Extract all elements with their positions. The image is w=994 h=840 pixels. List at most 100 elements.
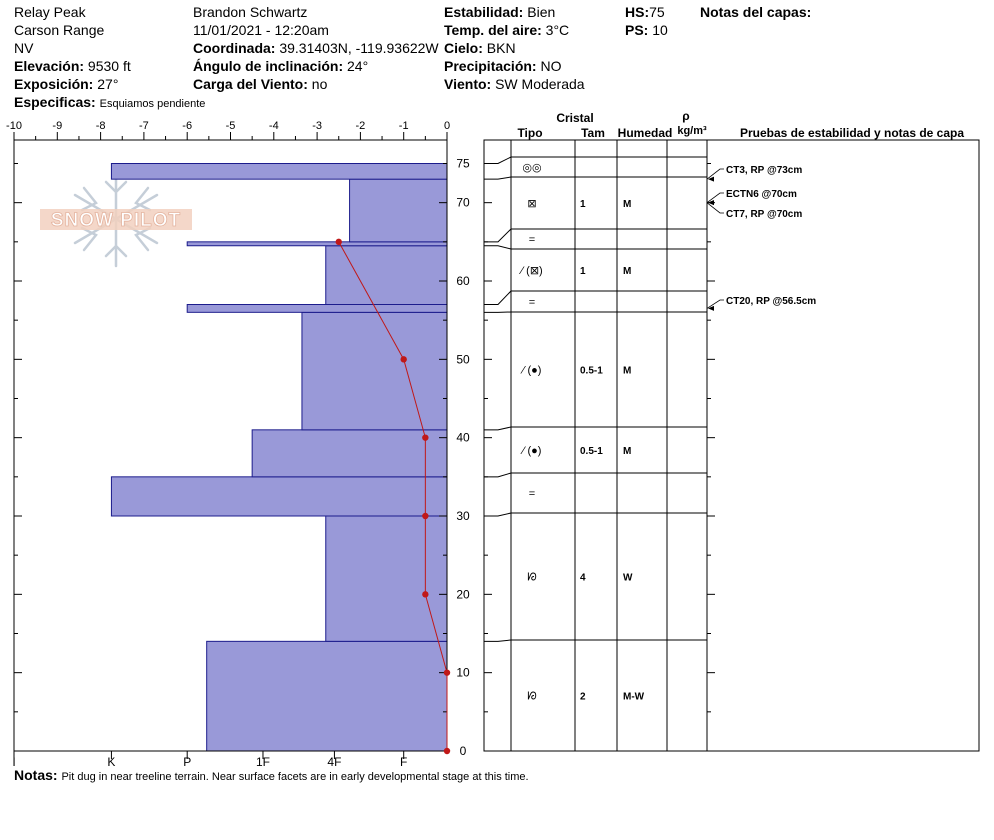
precipitation: Precipitación: NO [444, 58, 561, 74]
depth-tick-label: 30 [456, 509, 470, 523]
ps-value: 10 [652, 22, 668, 38]
temp-tick-label: -10 [6, 120, 22, 132]
depth-tick-label: 10 [456, 666, 470, 680]
layer-connector [484, 290, 512, 305]
depth-tick-label: 40 [456, 431, 470, 445]
temperature-point [443, 669, 451, 676]
layer-connector [484, 228, 512, 243]
coordinates: Coordinada: 39.31403N, -119.93622W [193, 40, 439, 56]
ps: PS: 10 [625, 22, 668, 38]
datetime: 11/01/2021 - 12:20am [193, 22, 329, 38]
hardness-tick-label: 1F [256, 755, 270, 769]
test-arrowhead [708, 176, 714, 182]
layer-type: ⊠ [527, 198, 536, 210]
layer-connector [484, 472, 512, 478]
coord-value: 39.31403N, -119.93622W [279, 40, 439, 56]
wind-load: Carga del Viento: no [193, 76, 327, 92]
hs: HS:75 [625, 4, 665, 20]
range: Carson Range [14, 22, 105, 38]
temp-tick-label: -8 [96, 120, 106, 132]
temp-tick-label: -6 [182, 120, 192, 132]
aspect-label: Exposición: [14, 76, 94, 92]
observer: Brandon Schwartz [193, 4, 308, 20]
sky-label: Cielo: [444, 40, 483, 56]
test-arrowhead [708, 200, 714, 206]
layer-size: 1 [580, 266, 586, 277]
col-size: Tam [581, 126, 605, 140]
sky: Cielo: BKN [444, 40, 516, 56]
state: NV [14, 40, 34, 56]
notes-text: Pit dug in near treeline terrain. Near s… [61, 771, 529, 783]
temperature-point [422, 512, 429, 520]
layer-moisture: M [623, 199, 631, 210]
notes-label: Notas: [14, 767, 58, 783]
temp-tick-label: -2 [356, 120, 366, 132]
hs-label: HS: [625, 4, 650, 20]
layer-notes-label: Notas del capas: [700, 4, 812, 20]
air-temp-label: Temp. del aire: [444, 22, 542, 38]
col-moisture: Humedad [618, 126, 673, 140]
layer-type: = [529, 234, 535, 246]
stability-test-label: CT20, RP @56.5cm [726, 296, 816, 307]
wind-label: Viento: [444, 76, 492, 92]
hardness-tick-label: K [107, 755, 115, 769]
stability-value: Bien [527, 4, 556, 20]
hardness-bar [206, 640, 448, 752]
test-arrow [706, 202, 724, 214]
layer-connector [484, 245, 512, 250]
hardness-bar [325, 245, 448, 305]
sky-value: BKN [486, 40, 516, 56]
hardness-tick-label: P [183, 755, 191, 769]
ps-label: PS: [625, 22, 649, 38]
specifics: Especificas: Esquiamos pendiente [14, 94, 205, 112]
hardness-bar [186, 241, 448, 247]
layer-type: = [529, 488, 535, 500]
temperature-point [335, 238, 342, 246]
stability: Estabilidad: Bien [444, 4, 555, 20]
hardness-bar [186, 304, 448, 313]
layer-size: 4 [580, 573, 586, 584]
layer-size: 0.5-1 [580, 446, 603, 457]
layer-type: ⁄ (●) [520, 445, 542, 457]
col-tests: Pruebas de estabilidad y notas de capa [740, 126, 964, 140]
wind-load-label: Carga del Viento: [193, 76, 308, 92]
layer-connector [484, 176, 512, 180]
layer-type: ◎◎ [522, 162, 541, 174]
temp-tick-label: 0 [444, 120, 450, 132]
specifics-value: Esquiamos pendiente [99, 98, 206, 110]
layer-connector [484, 156, 512, 164]
temp-tick-label: -7 [139, 120, 149, 132]
precip-label: Precipitación: [444, 58, 537, 74]
hardness-tick-label: I [12, 755, 15, 769]
test-arrow [706, 168, 724, 180]
wind: Viento: SW Moderada [444, 76, 585, 92]
temperature-point [443, 747, 451, 755]
stability-label: Estabilidad: [444, 4, 524, 20]
layer-type: ᘗ [527, 691, 536, 703]
temp-tick-label: -3 [312, 120, 322, 132]
col-rho: ρ [682, 109, 689, 123]
layer-type: ᘗ [527, 572, 536, 584]
crystal-table-frame [483, 139, 980, 752]
temp-tick-label: -5 [226, 120, 236, 132]
wind-load-value: no [311, 76, 328, 92]
hardness-bar [325, 515, 448, 642]
location: Relay Peak [14, 4, 86, 20]
temp-tick-label: -4 [269, 120, 279, 132]
temp-tick-label: -9 [52, 120, 62, 132]
depth-tick-label: 50 [456, 352, 470, 366]
hardness-bar [110, 476, 448, 517]
layer-type: ⁄ (⊠) [518, 265, 542, 277]
test-arrowhead [708, 305, 714, 311]
temperature-point [422, 591, 429, 598]
depth-tick-label: 20 [456, 587, 470, 601]
coord-label: Coordinada: [193, 40, 276, 56]
air-temp: Temp. del aire: 3°C [444, 22, 569, 38]
stability-test-label: ECTN6 @70cm [726, 189, 797, 200]
air-temp-value: 3°C [545, 22, 570, 38]
layer-size: 1 [580, 199, 586, 210]
layer-type: = [529, 297, 535, 309]
layer-type: ⁄ (●) [520, 365, 542, 377]
col-crystal: Cristal [556, 111, 593, 125]
precip-value: NO [540, 58, 562, 74]
